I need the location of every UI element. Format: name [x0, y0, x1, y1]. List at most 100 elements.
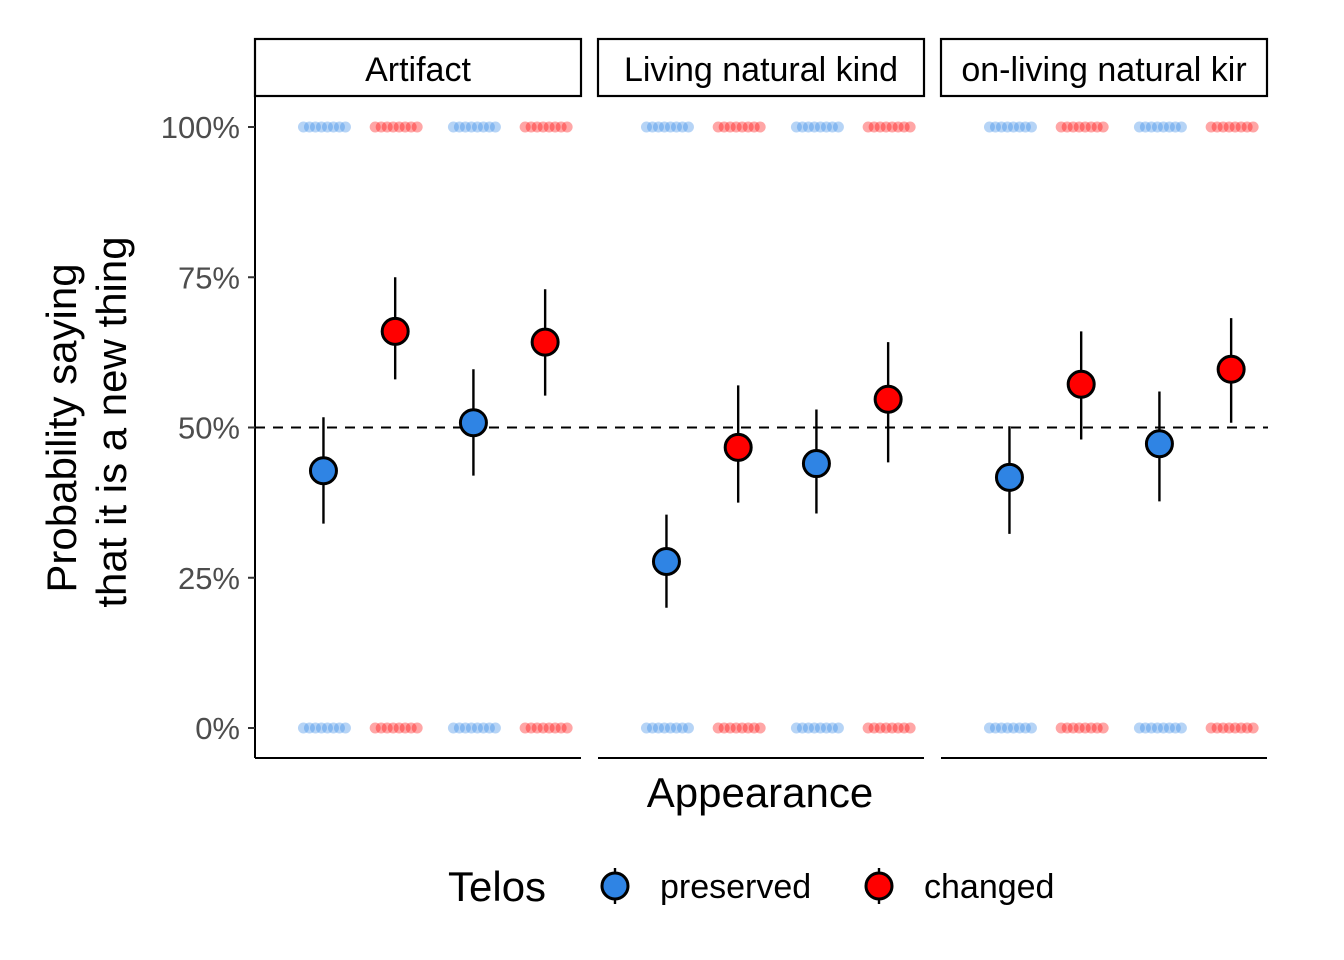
raw-response-dot: [790, 121, 802, 133]
raw-response-dot: [447, 722, 459, 734]
raw-response-dot: [892, 722, 904, 734]
raw-response-dot: [1079, 722, 1091, 734]
raw-response-dot: [754, 722, 766, 734]
raw-response-dot: [555, 121, 567, 133]
raw-response-dot: [1133, 722, 1145, 734]
raw-response-dot: [640, 722, 652, 734]
raw-response-dot: [1085, 121, 1097, 133]
raw-response-dot: [327, 722, 339, 734]
raw-response-dot: [796, 121, 808, 133]
raw-response-dot: [1001, 121, 1013, 133]
raw-response-dot: [471, 722, 483, 734]
raw-response-dot: [814, 722, 826, 734]
raw-response-dot: [808, 722, 820, 734]
raw-response-dot: [1211, 722, 1223, 734]
raw-response-dot: [1133, 121, 1145, 133]
raw-response-dot: [646, 121, 658, 133]
raw-response-dot: [1217, 121, 1229, 133]
raw-response-dot: [983, 121, 995, 133]
raw-response-dot: [820, 121, 832, 133]
raw-response-dot: [1217, 722, 1229, 734]
raw-response-dot: [796, 722, 808, 734]
raw-response-dot: [447, 121, 459, 133]
facet-panel: Living natural kind: [596, 37, 926, 759]
raw-response-dot: [664, 121, 676, 133]
raw-response-dot: [1061, 121, 1073, 133]
legend-label-changed: changed: [924, 868, 1054, 906]
raw-response-dot: [1007, 121, 1019, 133]
raw-response-dot: [886, 722, 898, 734]
raw-response-dot: [459, 722, 471, 734]
raw-response-dot: [405, 722, 417, 734]
raw-response-dot: [1139, 121, 1151, 133]
facet-strip: [939, 37, 1269, 98]
raw-response-dot: [802, 722, 814, 734]
raw-response-dot: [1157, 722, 1169, 734]
raw-response-dot: [1229, 722, 1241, 734]
marks-layer: [297, 121, 1259, 734]
raw-response-dot: [1067, 121, 1079, 133]
y-axis: 0% 25% 50% 75% 100%: [161, 97, 256, 758]
raw-response-dot: [525, 722, 537, 734]
raw-response-dot: [1073, 722, 1085, 734]
raw-response-dot: [339, 722, 351, 734]
y-tick-label: 75%: [178, 260, 240, 295]
y-axis-title-line-1: Probability saying: [38, 263, 85, 592]
raw-response-dot: [327, 121, 339, 133]
raw-response-dot: [826, 722, 838, 734]
raw-response-dot: [1223, 722, 1235, 734]
raw-response-dot: [1067, 722, 1079, 734]
x-axis-title: Appearance: [647, 769, 874, 816]
panels-layer: Artifact Living natural kind on-living nat…: [253, 37, 1269, 759]
estimate-point-preserved: [994, 462, 1024, 492]
raw-response-dot: [670, 121, 682, 133]
raw-response-dot: [1169, 722, 1181, 734]
raw-response-dot: [646, 722, 658, 734]
raw-response-dot: [862, 722, 874, 734]
raw-response-dot: [1175, 722, 1187, 734]
raw-response-dot: [682, 121, 694, 133]
raw-response-dot: [543, 121, 555, 133]
raw-response-dot: [1205, 121, 1217, 133]
raw-response-dot: [399, 121, 411, 133]
raw-response-dot: [748, 121, 760, 133]
raw-response-dot: [471, 121, 483, 133]
raw-response-dot: [339, 121, 351, 133]
y-axis-title-line-2: that it is a new thing: [88, 236, 135, 607]
raw-response-dot: [1007, 722, 1019, 734]
raw-response-dot: [537, 722, 549, 734]
raw-response-dot: [658, 121, 670, 133]
raw-response-dot: [1013, 121, 1025, 133]
raw-response-dot: [411, 121, 423, 133]
raw-response-dot: [1175, 121, 1187, 133]
raw-response-dot: [1019, 722, 1031, 734]
raw-response-dot: [453, 121, 465, 133]
raw-response-dot: [886, 121, 898, 133]
legend-changed-swatch: [864, 871, 894, 901]
raw-response-dot: [1241, 722, 1253, 734]
raw-response-dot: [1169, 121, 1181, 133]
raw-response-dot: [868, 722, 880, 734]
raw-response-dot: [880, 121, 892, 133]
raw-response-dot: [465, 121, 477, 133]
raw-response-dot: [537, 121, 549, 133]
legend-key-changed: [864, 868, 894, 904]
raw-response-dot: [1145, 722, 1157, 734]
legend-label-preserved: preserved: [660, 868, 811, 906]
raw-response-dot: [1157, 121, 1169, 133]
estimate-point-changed: [723, 432, 753, 462]
estimate-point-preserved: [308, 456, 338, 486]
raw-response-dot: [561, 121, 573, 133]
raw-response-dot: [1001, 722, 1013, 734]
raw-response-dot: [1025, 121, 1037, 133]
raw-response-dot: [1097, 121, 1109, 133]
raw-response-dot: [297, 722, 309, 734]
raw-response-dot: [652, 121, 664, 133]
raw-response-dot: [393, 722, 405, 734]
raw-response-dot: [303, 121, 315, 133]
y-tick-label: 50%: [178, 411, 240, 446]
raw-response-dot: [1019, 121, 1031, 133]
raw-response-dot: [712, 121, 724, 133]
raw-response-dot: [880, 722, 892, 734]
